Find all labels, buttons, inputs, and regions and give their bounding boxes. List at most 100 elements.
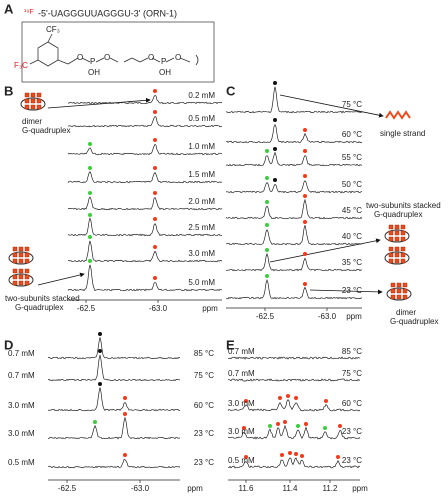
- peak-marker: [123, 396, 127, 400]
- stacked-icon: [384, 246, 410, 265]
- spectrum: [67, 240, 223, 263]
- atom: O: [175, 53, 181, 62]
- row-label: 50 °C: [342, 180, 362, 189]
- dimer-icon: [386, 282, 412, 301]
- row-label: 45 °C: [342, 206, 362, 215]
- row-label: 23 °C: [342, 456, 362, 465]
- spectrum: [67, 264, 223, 292]
- row-label: 3.0 mM: [228, 399, 255, 408]
- spectrum: [225, 198, 363, 220]
- peak-marker: [303, 282, 307, 286]
- spectrum: [67, 196, 223, 211]
- row-label: 23 °C: [342, 427, 362, 436]
- row-label: 55 °C: [342, 153, 362, 162]
- spectrum: [225, 86, 363, 114]
- peak-marker: [268, 424, 272, 428]
- x-unit: ppm: [187, 484, 203, 493]
- x-tick-label: 11.2: [323, 484, 339, 493]
- peak-marker: [286, 394, 290, 398]
- peak-marker: [273, 118, 277, 122]
- x-tick-label: -63.0: [131, 484, 150, 493]
- row-label: 60 °C: [342, 399, 362, 408]
- row-label: 60 °C: [342, 130, 362, 139]
- x-tick-label: -62.5: [77, 304, 96, 313]
- x-unit: ppm: [352, 484, 368, 493]
- peak-marker: [88, 166, 92, 170]
- row-label: 75 °C: [194, 371, 214, 380]
- peak-marker: [153, 245, 157, 249]
- annotation: two-subunits stacked: [366, 201, 441, 210]
- peak-marker: [280, 453, 284, 457]
- x-tick-label: -62.5: [58, 484, 77, 493]
- x-tick-label: 11.4: [283, 484, 299, 493]
- atom: OH: [88, 68, 100, 77]
- atom: O: [77, 53, 83, 62]
- panel-label: C: [226, 83, 236, 98]
- peak-marker: [153, 191, 157, 195]
- row-label: 23 °C: [342, 286, 362, 295]
- atom: P: [161, 57, 166, 66]
- spectrum: [225, 225, 363, 246]
- annotation: G-quadruplex: [15, 303, 63, 312]
- group-label: CF₃: [46, 25, 60, 34]
- peak-marker: [273, 178, 277, 182]
- annotation: G-quadruplex: [374, 210, 422, 219]
- row-label: 23 °C: [194, 458, 214, 467]
- peak-marker: [303, 220, 307, 224]
- arrow: [309, 289, 383, 295]
- row-label: 5.0 mM: [188, 278, 215, 287]
- panel-label: D: [4, 337, 13, 352]
- row-label: 1.5 mM: [188, 170, 215, 179]
- spectrum: [47, 459, 181, 469]
- x-unit: ppm: [346, 312, 362, 321]
- peak-marker: [88, 235, 92, 239]
- peak-marker: [265, 200, 269, 204]
- peak-marker: [300, 454, 304, 458]
- annotation: dimer: [396, 308, 416, 317]
- peak-marker: [88, 213, 92, 217]
- peak-marker: [153, 138, 157, 142]
- row-label: 3.0 mM: [228, 427, 255, 436]
- spectrum: [227, 424, 361, 440]
- spectrum: [47, 354, 181, 382]
- peak-marker: [273, 147, 277, 151]
- row-label: 85 °C: [194, 349, 214, 358]
- isotope: ¹⁹F: [24, 9, 34, 16]
- atom: O: [148, 53, 154, 62]
- peak-marker: [153, 276, 157, 280]
- panel-label: E: [226, 337, 235, 352]
- stacked-icon: [8, 246, 34, 265]
- spectrum: [228, 356, 361, 360]
- peak-marker: [98, 382, 102, 386]
- peak-marker: [336, 455, 340, 459]
- row-label: 3.0 mM: [188, 249, 215, 258]
- x-tick-label: -63.0: [318, 312, 337, 321]
- spectrum: [225, 151, 363, 167]
- row-label: 3.0 mM: [8, 429, 35, 438]
- peak-marker: [123, 412, 127, 416]
- spectrum: [47, 416, 181, 440]
- row-label: 60 °C: [194, 401, 214, 410]
- row-label: 0.7 mM: [8, 371, 35, 380]
- annotation: G-quadruplex: [390, 317, 438, 326]
- spectrum: [67, 170, 223, 184]
- peak-marker: [296, 424, 300, 428]
- stacked-icon: [8, 268, 34, 287]
- dimer-icon: [20, 92, 46, 111]
- spectrum: [227, 399, 361, 412]
- x-tick-label: 11.6: [239, 484, 255, 493]
- row-label: 0.7 mM: [8, 349, 35, 358]
- peak-marker: [265, 176, 269, 180]
- peak-marker: [338, 424, 342, 428]
- spectrum: [225, 180, 363, 194]
- spectrum: [47, 337, 180, 360]
- peak-marker: [278, 396, 282, 400]
- row-label: 0.7 mM: [228, 347, 255, 356]
- peak-marker: [88, 142, 92, 146]
- atom: O: [104, 53, 110, 62]
- peak-marker: [265, 149, 269, 153]
- row-label: 0.5 mM: [228, 456, 255, 465]
- single-strand-icon: [385, 110, 411, 120]
- peak-marker: [294, 396, 298, 400]
